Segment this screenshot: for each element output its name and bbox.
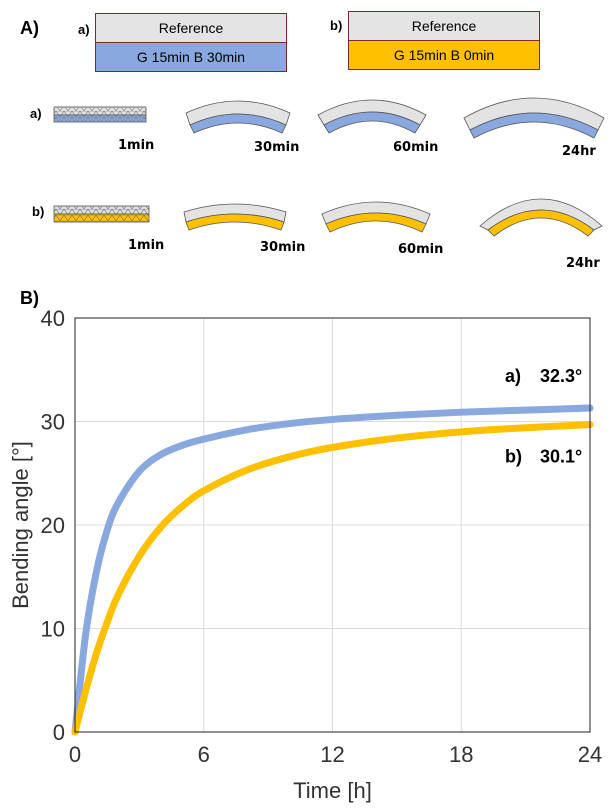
row-a-arc-24hr [463,97,605,139]
row-b-arc-60min [321,201,431,233]
x-tick-label-4: 24 [578,742,602,767]
series-line-a [71,404,594,736]
row-a-time-3: 60min [393,140,439,155]
y-tick-label-1: 10 [41,617,65,642]
legend-a-tag: a) [78,22,90,37]
row-b-strip-1min [53,205,150,223]
series-tag-a: a) [505,366,521,386]
row-a-tag: a) [30,106,42,121]
row-b-tag: b) [32,204,45,219]
legend-b-tag: b) [330,18,343,33]
row-b-arc-30min [183,203,287,231]
plot-frame [74,317,591,733]
row-a-time-1: 1min [118,138,155,153]
series-end-value-a: 32.3° [540,366,582,386]
legend-a-condition: G 15min B 30min [96,43,286,71]
y-tick-label-0: 0 [53,720,65,745]
y-tick-label-4: 40 [41,306,65,331]
row-a-arc-60min [317,99,427,134]
row-b-time-1: 1min [128,238,165,253]
x-tick-label-1: 6 [198,742,210,767]
row-a-time-4: 24hr [562,144,596,159]
legend-b-reference: Reference [349,12,539,41]
row-b-time-2: 30min [260,240,306,255]
row-b-time-4: 24hr [566,256,600,271]
y-tick-label-3: 30 [41,410,65,435]
y-axis-label: Bending angle [°] [8,441,33,609]
chart-ticks: 0 6 12 18 24 0 10 20 30 40 [41,306,603,767]
series-end-value-b: 30.1° [540,447,582,467]
legend-a-box: Reference G 15min B 30min [95,13,287,72]
panel-b-label: B) [20,288,39,308]
row-a-time-2: 30min [254,140,300,155]
row-a-strip-1min [53,106,147,123]
series-tag-b: b) [505,447,522,467]
legend-a-reference: Reference [96,14,286,43]
x-tick-label-3: 18 [449,742,473,767]
legend-b-box: Reference G 15min B 0min [348,11,540,70]
y-tick-label-2: 20 [41,513,65,538]
series-line-b [71,421,594,736]
row-b-time-3: 60min [398,242,444,257]
x-axis-label: Time [h] [293,778,372,803]
x-tick-label-2: 12 [320,742,344,767]
row-a-arc-30min [185,100,291,134]
legend-b-condition: G 15min B 0min [349,41,539,69]
row-b-arc-24hr [479,198,603,237]
chart-series [71,404,594,736]
x-tick-label-0: 0 [69,742,81,767]
panel-a-label: A) [20,18,39,38]
series-end-labels: a) 32.3° b) 30.1° [505,366,582,467]
